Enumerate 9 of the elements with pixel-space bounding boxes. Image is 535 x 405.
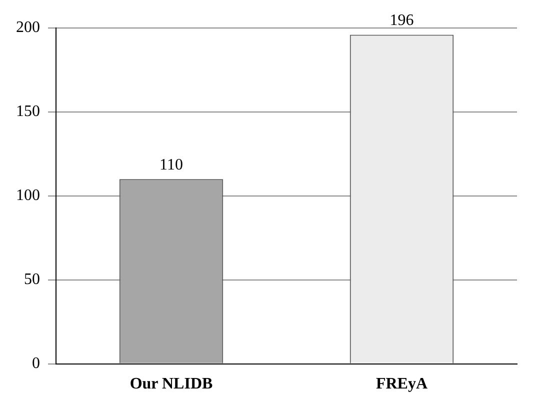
y-tick-label: 100 bbox=[16, 187, 40, 204]
y-tick-label: 150 bbox=[16, 103, 40, 120]
data-label: 196 bbox=[390, 12, 414, 29]
y-tick-label: 200 bbox=[16, 19, 40, 36]
data-label: 110 bbox=[160, 156, 183, 174]
x-tick-label: Our NLIDB bbox=[130, 376, 213, 393]
y-tick-label: 0 bbox=[32, 355, 40, 372]
y-tick-label: 50 bbox=[24, 271, 40, 288]
x-tick-label: FREyA bbox=[376, 376, 428, 393]
